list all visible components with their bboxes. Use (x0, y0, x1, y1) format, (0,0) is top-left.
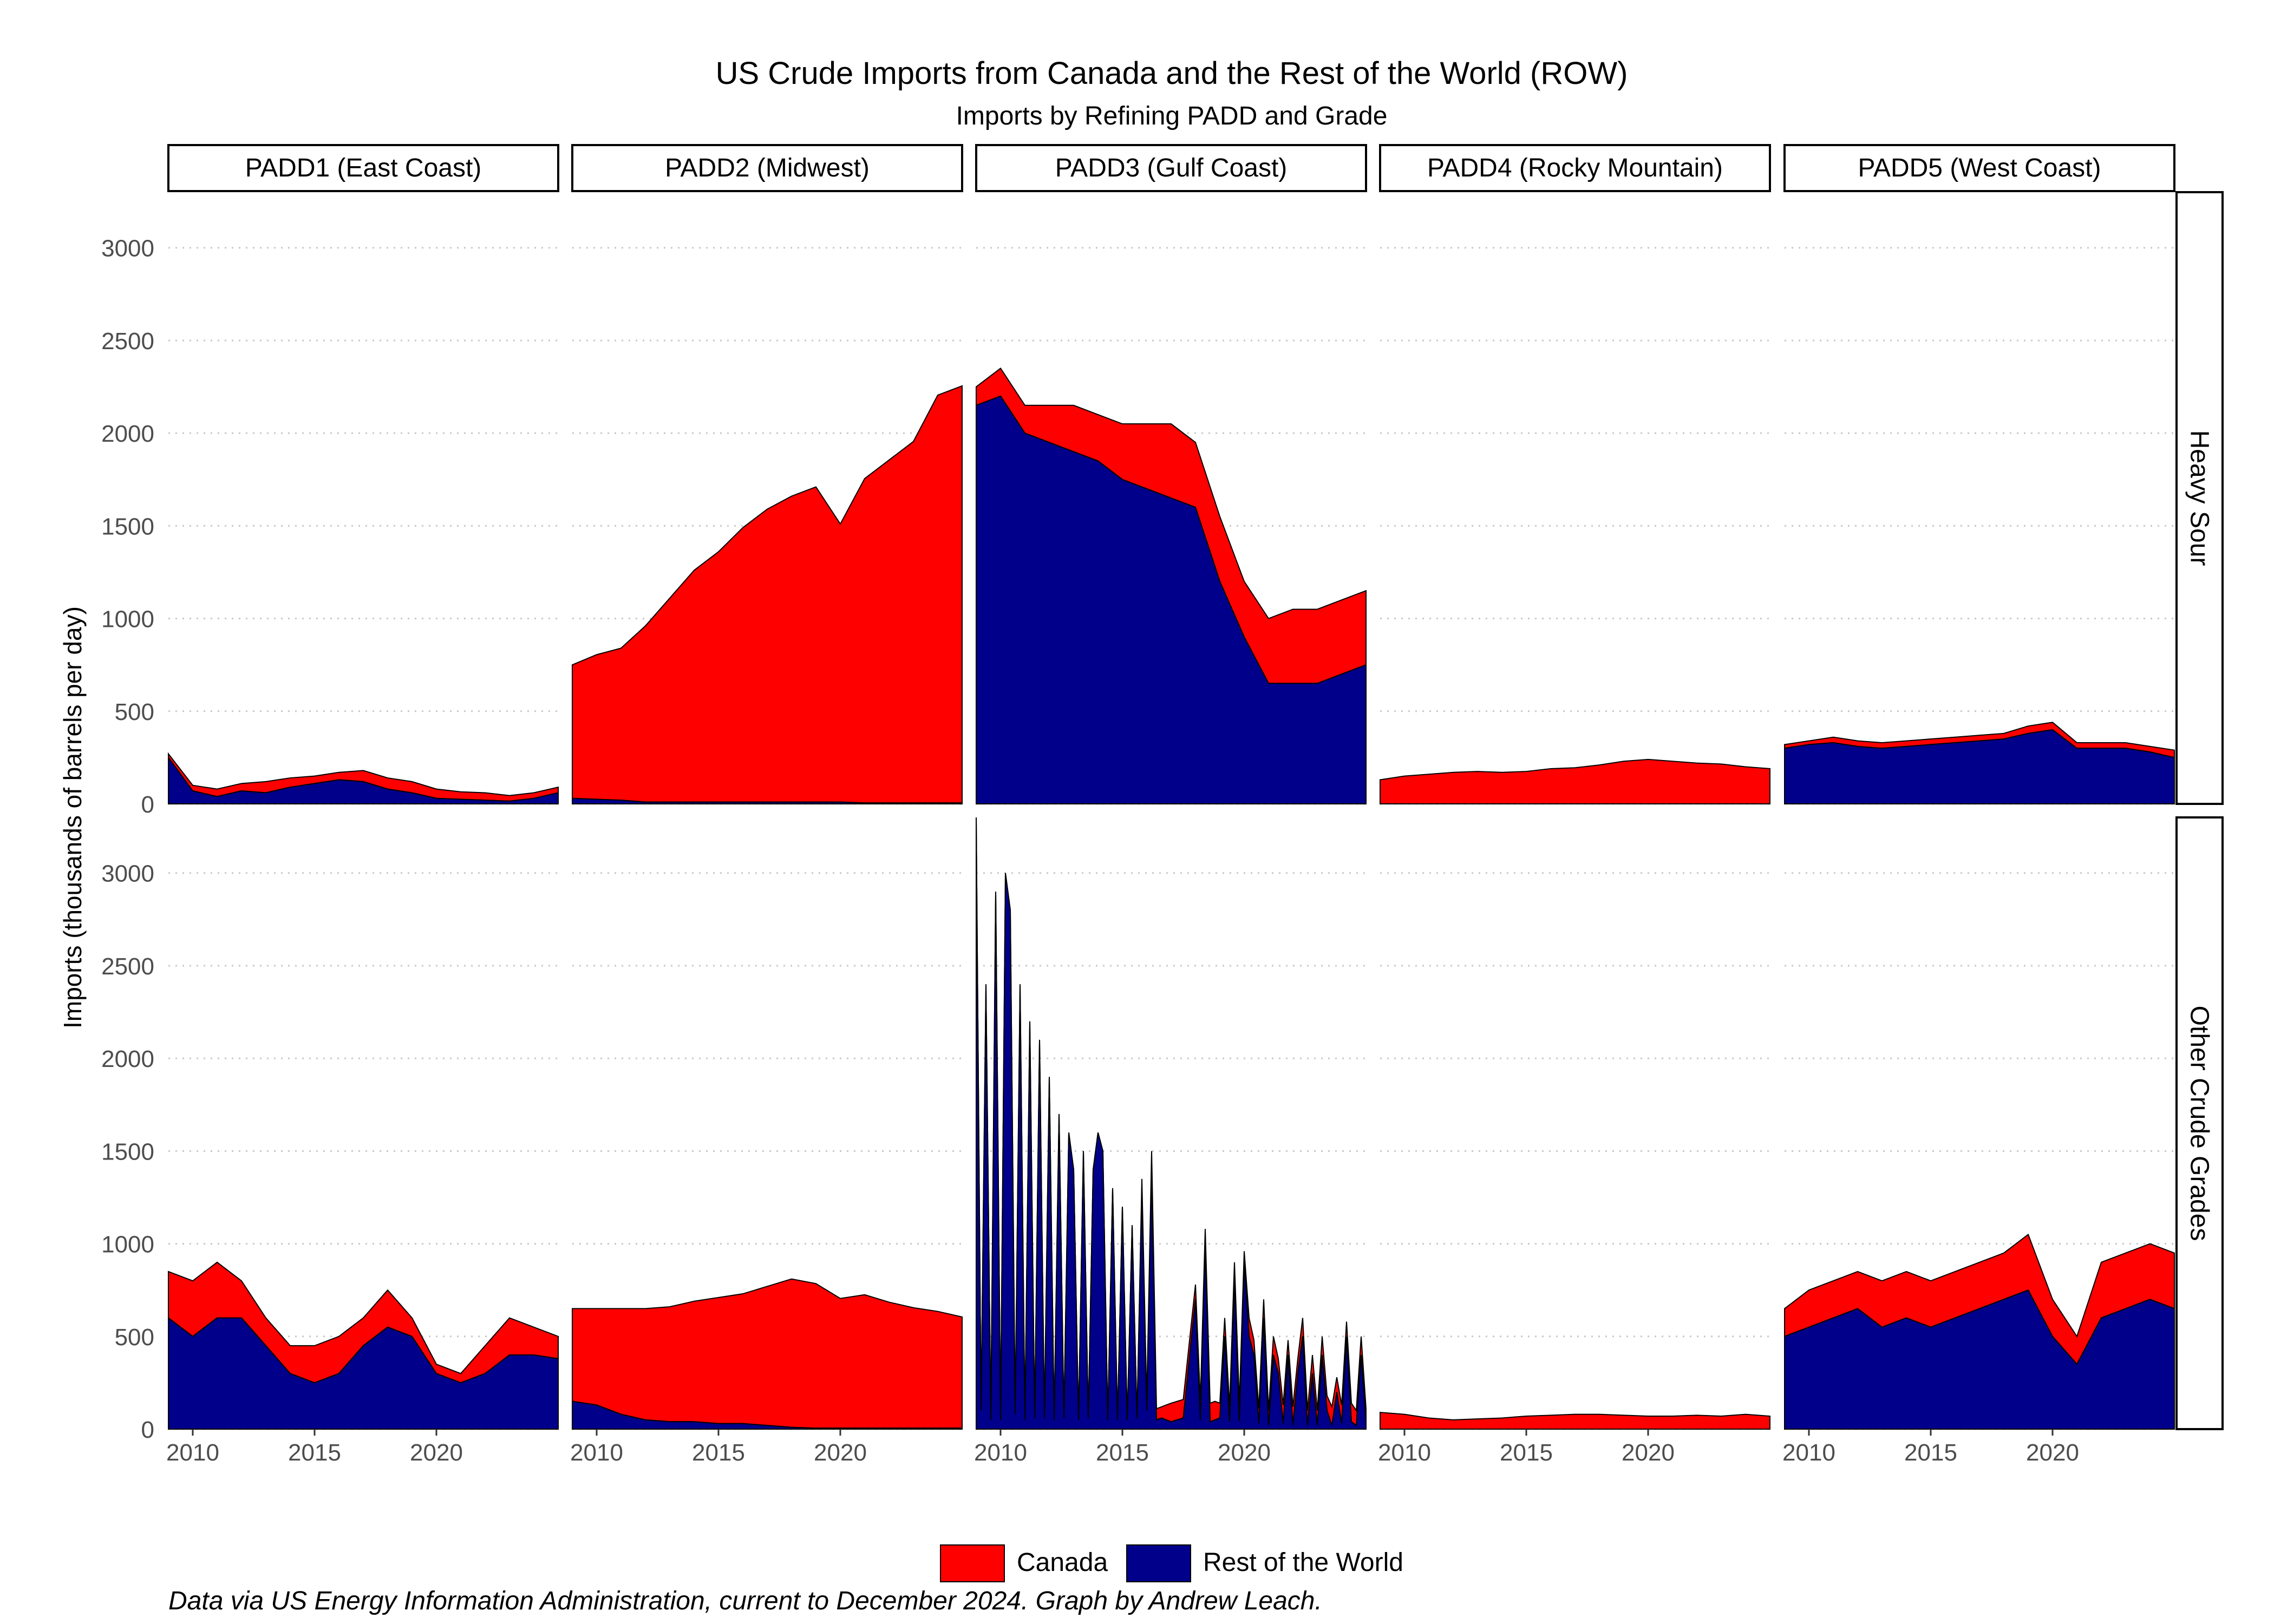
y-tick-label: 500 (115, 1324, 154, 1351)
chart-subtitle: Imports by Refining PADD and Grade (956, 102, 1388, 130)
area-row-panel-7 (572, 1400, 963, 1430)
facet-label-5: PADD5 (West Coast) (1858, 154, 2101, 182)
facet-strip-4 (1379, 144, 1771, 192)
y-tick-label: 2500 (101, 328, 154, 355)
area-row-panel-8 (976, 817, 1367, 1430)
area-row-panel-2 (572, 797, 963, 804)
row-label-1: Heavy Sour (2185, 430, 2214, 566)
axes: 0 500 1000 1500 2000 2500 3000 0 500 1000 1500 2000… (101, 235, 2079, 1466)
legend-swatch-row (1126, 1544, 1191, 1582)
y-tick-label: 500 (115, 699, 154, 725)
facet-strip-1 (167, 144, 559, 192)
x-tick-label: 2015 (1096, 1439, 1149, 1466)
area-canada-panel-7 (572, 1278, 963, 1429)
y-tick-label: 2000 (101, 421, 154, 447)
facet-strips: PADD1 (East Coast) PADD2 (Midwest) PADD3 (… (167, 144, 2224, 1430)
facet-strip-3 (975, 144, 1367, 192)
area-canada-panel-2 (572, 385, 963, 804)
y-tick-label: 3000 (101, 235, 154, 262)
x-tick-label: 2010 (1378, 1439, 1431, 1466)
row-label-2: Other Crude Grades (2185, 1006, 2214, 1241)
x-tick-label: 2015 (692, 1439, 745, 1466)
y-tick-label: 0 (141, 791, 154, 818)
caption: Data via US Energy Information Administr… (168, 1587, 1322, 1615)
facet-strip-2 (571, 144, 963, 192)
facet-label-1: PADD1 (East Coast) (245, 154, 482, 182)
x-tick-label: 2020 (410, 1439, 463, 1466)
y-tick-label: 2500 (101, 953, 154, 980)
x-tick-label: 2020 (1218, 1439, 1271, 1466)
facet-label-2: PADD2 (Midwest) (665, 154, 870, 182)
area-row-panel-1 (168, 756, 559, 804)
row-strip-2 (2175, 816, 2224, 1430)
area-canada-panel-4 (1380, 758, 1770, 804)
x-tick-label: 2010 (166, 1439, 219, 1466)
facet-panels (168, 247, 2175, 1430)
area-row-panel-5 (1784, 729, 2175, 804)
x-tick-label: 2010 (1782, 1439, 1835, 1466)
legend-label-row: Rest of the World (1203, 1548, 1403, 1577)
legend-swatch-canada (940, 1544, 1005, 1582)
facet-label-4: PADD4 (Rocky Mountain) (1427, 154, 1723, 182)
x-tick-label: 2020 (1622, 1439, 1675, 1466)
y-tick-label: 1500 (101, 513, 154, 540)
y-axis-label: Imports (thousands of barrels per day) (58, 606, 87, 1029)
area-row-panel-3 (976, 395, 1367, 804)
x-tick-label: 2010 (570, 1439, 623, 1466)
x-tick-label: 2020 (2026, 1439, 2079, 1466)
area-canada-panel-8 (976, 817, 1367, 1427)
facet-strip-5 (1783, 144, 2175, 192)
y-tick-label: 1500 (101, 1138, 154, 1165)
area-row-panel-6 (168, 1317, 559, 1430)
y-tick-label: 1000 (101, 606, 154, 633)
chart-title: US Crude Imports from Canada and the Res… (716, 56, 1628, 91)
x-tick-label: 2015 (288, 1439, 341, 1466)
y-tick-label: 0 (141, 1417, 154, 1443)
y-tick-label: 2000 (101, 1046, 154, 1072)
legend-label-canada: Canada (1017, 1548, 1108, 1577)
x-tick-label: 2010 (974, 1439, 1027, 1466)
area-row-panel-10 (1784, 1289, 2175, 1430)
x-tick-label: 2015 (1904, 1439, 1957, 1466)
y-tick-label: 1000 (101, 1232, 154, 1258)
y-tick-label: 3000 (101, 861, 154, 887)
facet-label-3: PADD3 (Gulf Coast) (1055, 154, 1288, 182)
x-tick-label: 2020 (814, 1439, 867, 1466)
area-canada-panel-9 (1380, 1412, 1770, 1430)
row-strip-1 (2175, 191, 2224, 805)
legend: Canada Rest of the World (940, 1544, 1403, 1582)
x-tick-label: 2015 (1500, 1439, 1553, 1466)
